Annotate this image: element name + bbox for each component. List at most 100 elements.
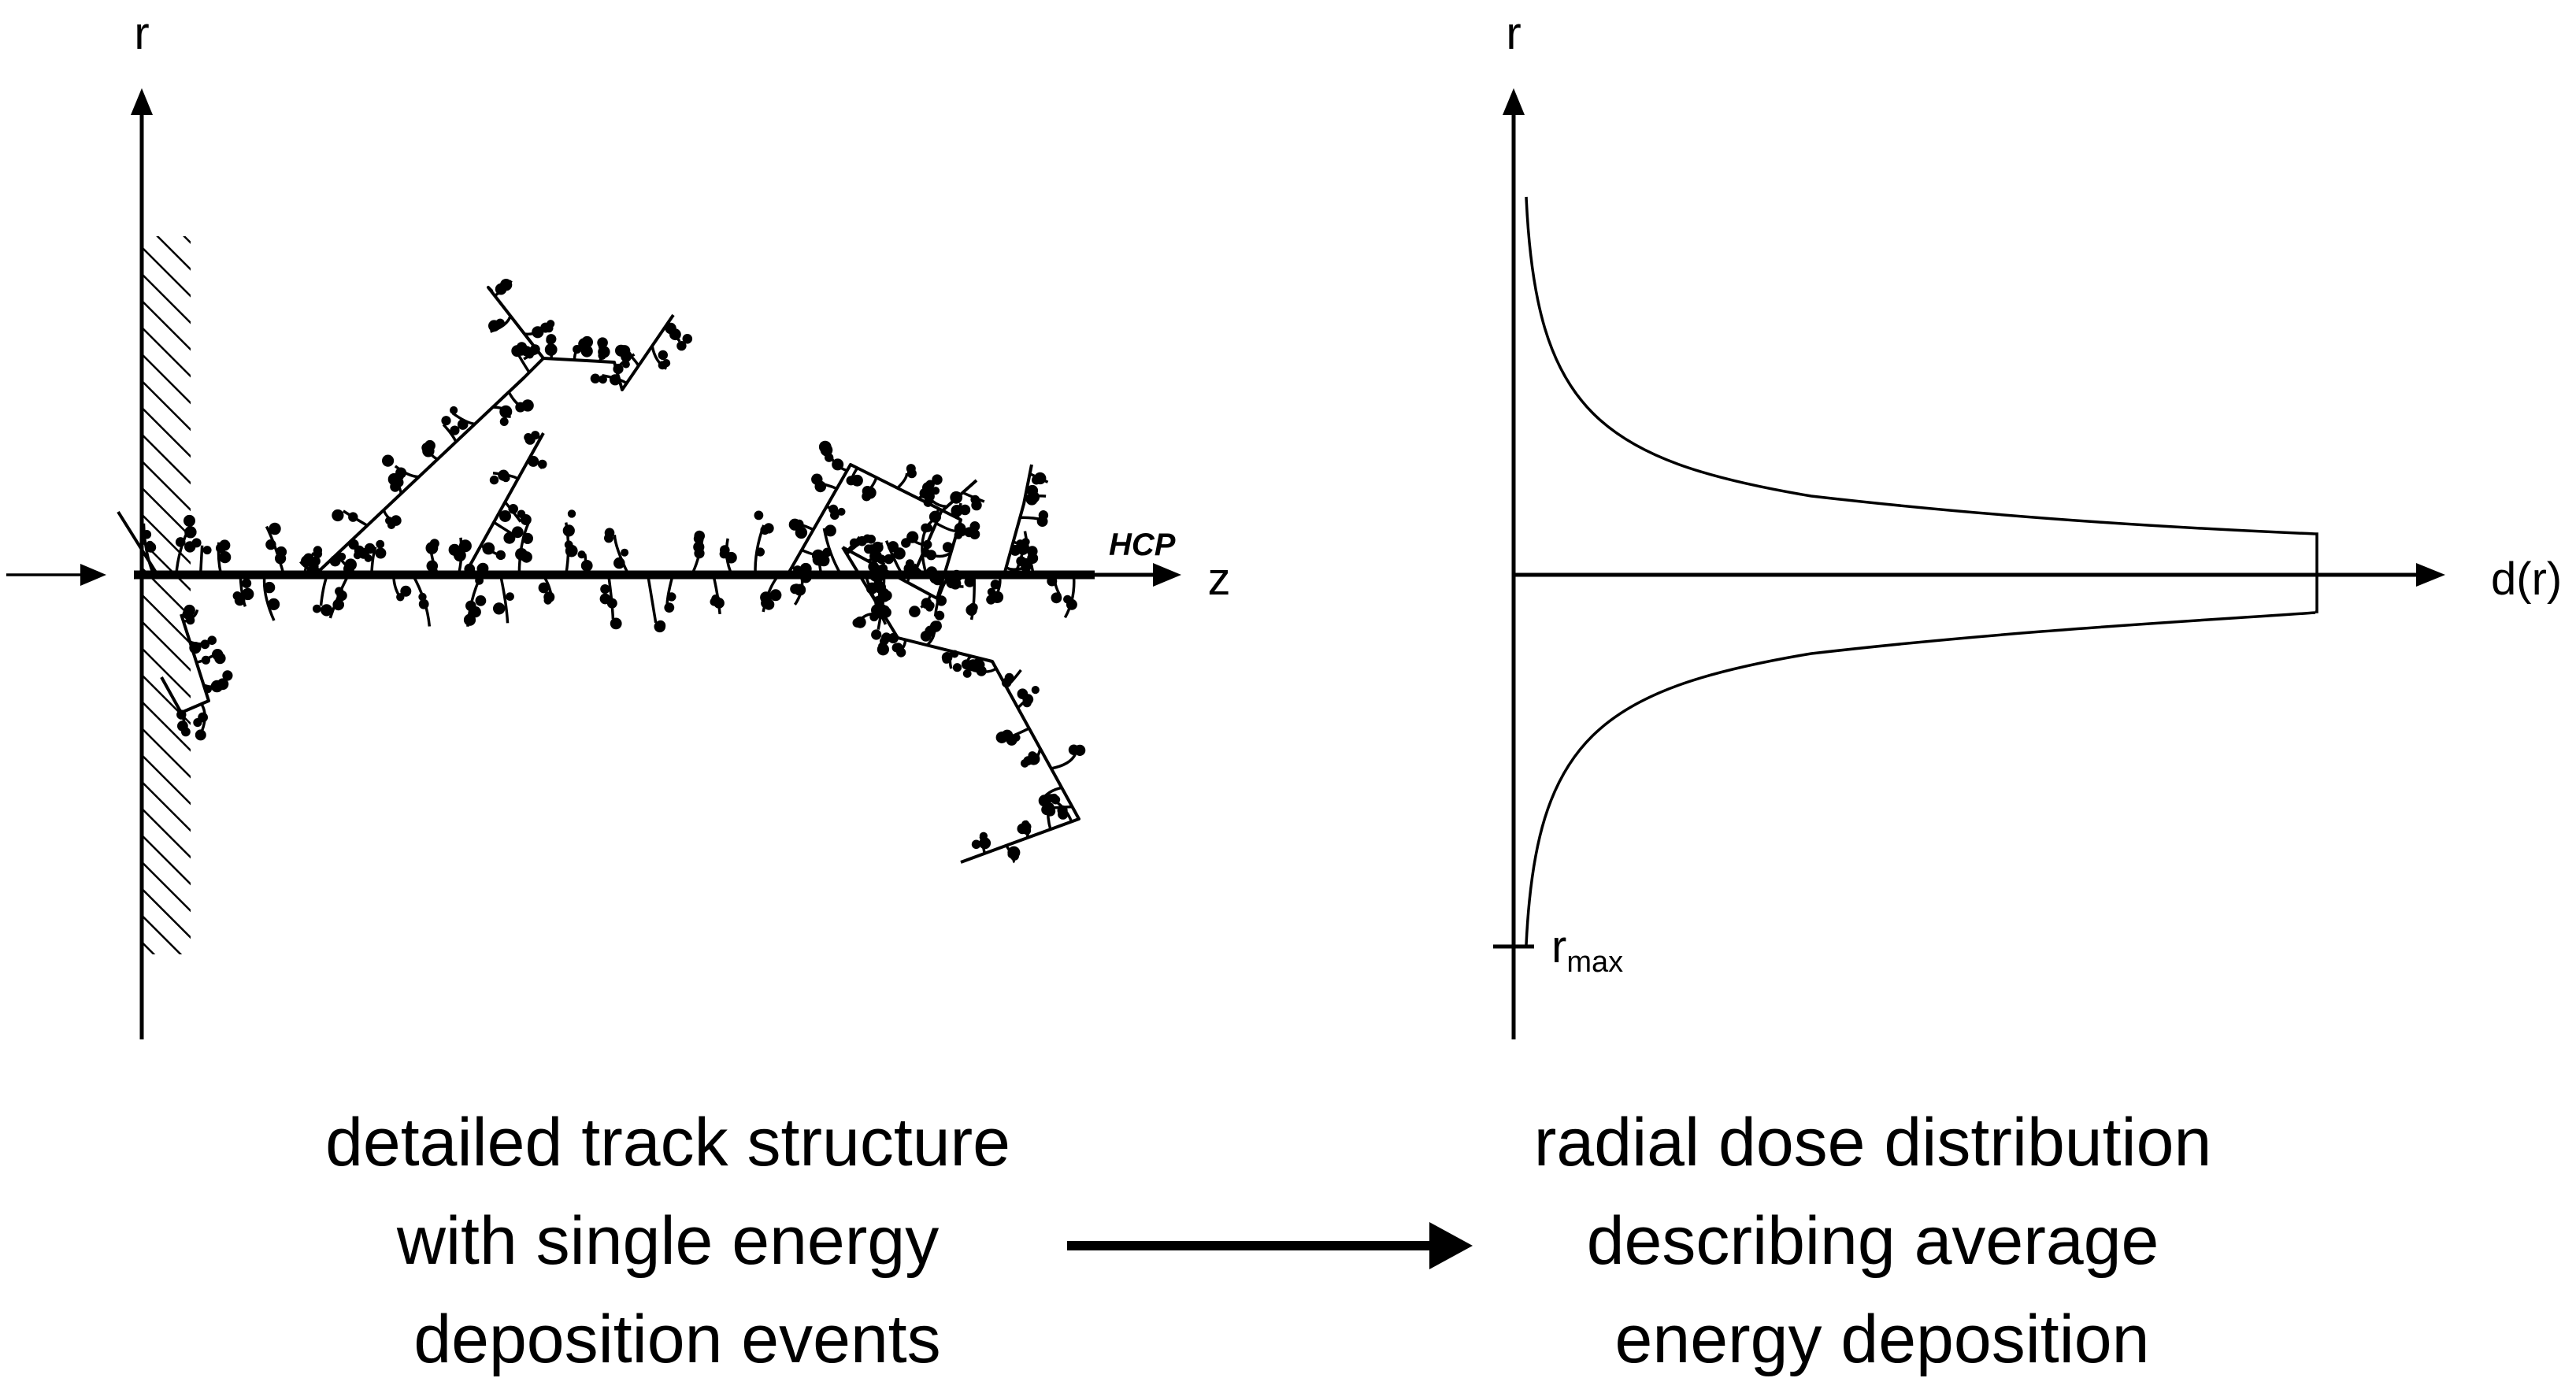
deposition-cluster [507, 391, 534, 413]
deposition-cluster [538, 573, 555, 605]
deposition-cluster [392, 574, 412, 602]
rmax-label-subscript: max [1566, 946, 1623, 979]
deposition-cluster [650, 345, 671, 370]
deposition-cluster [573, 335, 593, 361]
deposition-cluster [450, 406, 476, 430]
deposition-cluster [299, 553, 321, 572]
deposition-cluster [1038, 795, 1056, 830]
energy-deposition-events [142, 279, 1086, 864]
left-caption-line-1: detailed track structure [325, 1105, 1010, 1180]
left-r-axis-label: r [134, 8, 149, 59]
radial-dose-curve-lower [1525, 611, 2316, 946]
deposition-cluster [1005, 556, 1032, 572]
connector-arrow-head [1429, 1222, 1473, 1269]
deposition-cluster [811, 473, 838, 493]
right-caption: radial dose distribution describing aver… [1534, 1105, 2230, 1377]
deposition-cluster [921, 508, 942, 533]
hcp-label: HCP [1109, 528, 1176, 562]
deposition-cluster [665, 322, 693, 351]
deposition-cluster [1005, 844, 1021, 864]
deposition-cluster [328, 574, 350, 619]
deposition-cluster [877, 632, 899, 656]
deposition-cluster [1029, 472, 1049, 485]
deposition-cluster [884, 540, 906, 576]
deposition-cluster [872, 581, 892, 602]
deposition-cluster [1047, 574, 1062, 604]
deposition-cluster [590, 373, 628, 386]
delta-ray-right-box [786, 463, 1080, 864]
left-caption-line-2: with single energy [396, 1203, 939, 1279]
deposition-cluster [903, 559, 920, 583]
right-panel: r d(r) rmax [1493, 8, 2562, 1039]
right-caption-line-3: energy deposition [1615, 1302, 2150, 1377]
deposition-cluster [544, 334, 558, 359]
deposition-cluster [664, 574, 676, 613]
incoming-beam-arrowhead [80, 564, 106, 586]
deposition-cluster [909, 595, 935, 617]
deposition-cluster [562, 509, 578, 576]
deposition-cluster [719, 538, 737, 576]
deposition-cluster [760, 573, 782, 613]
deposition-cluster [383, 509, 402, 530]
deposition-cluster [193, 703, 208, 741]
deposition-cluster [189, 635, 217, 654]
deposition-cluster [577, 550, 593, 576]
core-dose-bracket [2315, 532, 2318, 613]
deposition-cluster [690, 530, 705, 576]
deposition-cluster [1063, 574, 1077, 619]
target-wall-hatch [142, 236, 191, 954]
deposition-cluster [1017, 820, 1032, 839]
deposition-cluster [142, 523, 157, 576]
deposition-cluster [348, 539, 369, 560]
deposition-cluster [862, 476, 878, 502]
deposition-cluster [265, 522, 287, 576]
deposition-cluster [615, 344, 640, 367]
deposition-cluster [822, 524, 843, 576]
deposition-cluster [599, 574, 622, 630]
deposition-cluster [515, 521, 534, 576]
deposition-cluster [492, 405, 513, 426]
right-d-axis-arrowhead [2416, 563, 2445, 587]
deposition-cluster [521, 344, 540, 361]
deposition-cluster [364, 539, 387, 576]
deposition-cluster [489, 469, 519, 485]
deposition-cluster [826, 504, 846, 520]
deposition-cluster [421, 439, 439, 461]
deposition-cluster [528, 455, 547, 469]
deposition-cluster [464, 562, 489, 585]
deposition-cluster [448, 537, 472, 576]
deposition-cluster [710, 574, 725, 615]
right-caption-line-1: radial dose distribution [1534, 1105, 2212, 1180]
right-r-axis-label: r [1506, 8, 1521, 59]
deposition-cluster [995, 727, 1030, 746]
deposition-cluster [175, 514, 197, 576]
left-panel: r z HCP [6, 8, 1231, 1039]
right-r-axis-arrowhead [1503, 88, 1525, 115]
deposition-cluster [972, 658, 998, 676]
deposition-cluster [524, 431, 542, 445]
deposition-cluster [962, 491, 985, 511]
deposition-cluster [1013, 538, 1038, 557]
right-d-axis-label: d(r) [2491, 554, 2562, 605]
deposition-cluster [387, 472, 404, 495]
deposition-cluster [382, 454, 420, 479]
delta-ray-upper-mid [463, 432, 545, 576]
deposition-cluster [860, 554, 888, 578]
deposition-cluster [920, 620, 942, 646]
deposition-cluster [950, 491, 971, 519]
deposition-cluster [216, 539, 232, 576]
deposition-cluster [846, 467, 863, 487]
deposition-cluster [524, 320, 555, 339]
deposition-cluster [597, 337, 610, 363]
deposition-cluster [919, 487, 947, 509]
deposition-cluster [480, 542, 506, 561]
deposition-cluster [313, 574, 333, 617]
deposition-cluster [915, 566, 943, 586]
left-r-axis-arrowhead [131, 88, 153, 115]
deposition-cluster [1020, 510, 1049, 527]
deposition-cluster [604, 528, 630, 576]
left-caption: detailed track structure with single ene… [325, 1105, 1029, 1377]
right-caption-line-2: describing average [1587, 1203, 2159, 1279]
deposition-cluster [818, 440, 848, 472]
deposition-cluster [202, 670, 233, 694]
